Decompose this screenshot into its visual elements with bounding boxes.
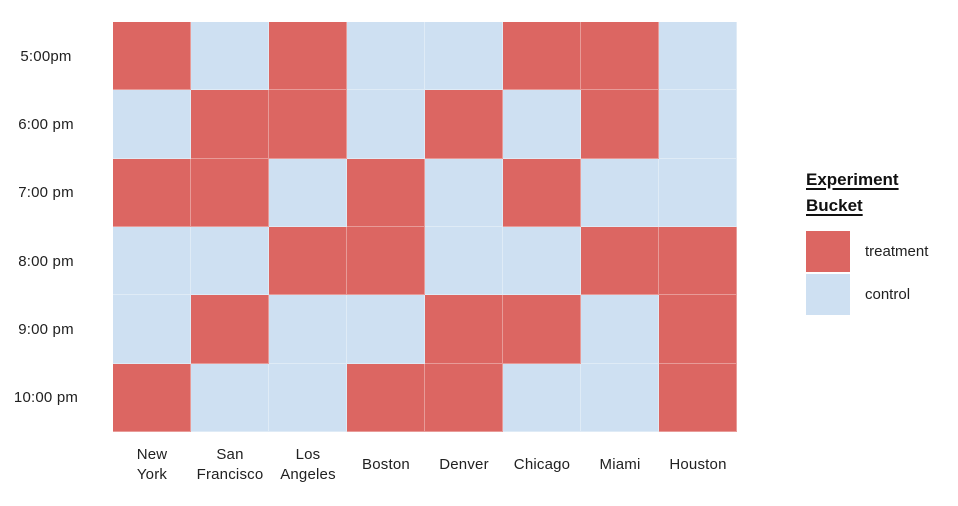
heatmap-cell	[425, 295, 503, 364]
heatmap-cell	[191, 90, 269, 159]
x-axis: New York San Francisco Los Angeles Boston De…	[113, 441, 737, 489]
heatmap-cell	[191, 158, 269, 227]
heatmap-cell	[347, 227, 425, 296]
heatmap-cell	[191, 227, 269, 296]
x-axis-label: Los Angeles	[280, 446, 336, 483]
heatmap-cell	[347, 295, 425, 364]
y-axis-label: 7:00 pm	[18, 184, 74, 202]
heatmap-cell	[113, 363, 191, 432]
heatmap-cell	[425, 158, 503, 227]
heatmap-cell	[503, 227, 581, 296]
heatmap-cell	[347, 90, 425, 159]
y-axis-label: 5:00pm	[20, 47, 72, 65]
heatmap-cell	[113, 22, 191, 91]
heatmap-cell	[191, 363, 269, 432]
y-axis-label: 8:00 pm	[18, 252, 74, 270]
heatmap-cell	[269, 363, 347, 432]
heatmap-cell	[425, 227, 503, 296]
heatmap-cell	[659, 158, 737, 227]
heatmap-cell	[113, 227, 191, 296]
y-axis: 5:00pm 6:00 pm 7:00 pm 8:00 pm 9:00 pm 10:00 …	[0, 22, 92, 432]
heatmap-cell	[113, 90, 191, 159]
heatmap-cell	[191, 295, 269, 364]
heatmap-cell	[425, 363, 503, 432]
heatmap-cell	[581, 158, 659, 227]
heatmap-cell	[269, 90, 347, 159]
heatmap-cell	[347, 363, 425, 432]
legend-swatch-treatment	[806, 230, 850, 272]
legend-swatch-control	[806, 273, 850, 315]
heatmap-cell	[269, 295, 347, 364]
heatmap-cell	[113, 158, 191, 227]
heatmap-cell	[347, 22, 425, 91]
legend-title: Experiment Bucket	[806, 170, 899, 216]
heatmap-cell	[581, 363, 659, 432]
heatmap-cell	[581, 227, 659, 296]
x-axis-label: San Francisco	[196, 446, 264, 483]
heatmap-cell	[659, 295, 737, 364]
legend: Experiment Bucket treatment control	[806, 167, 956, 317]
x-axis-label: New York	[136, 446, 168, 483]
heatmap-cell	[191, 22, 269, 91]
heatmap-grid	[113, 22, 737, 432]
legend-item-label: control	[865, 285, 911, 303]
y-axis-label: 6:00 pm	[18, 115, 74, 133]
x-axis-label: Miami	[599, 456, 641, 474]
heatmap-cell	[659, 90, 737, 159]
heatmap-cell	[347, 158, 425, 227]
heatmap-cell	[581, 295, 659, 364]
legend-item: treatment	[806, 230, 956, 272]
heatmap-cell	[581, 22, 659, 91]
heatmap-cell	[503, 22, 581, 91]
heatmap-cell	[425, 90, 503, 159]
heatmap-cell	[269, 158, 347, 227]
x-axis-label: Chicago	[513, 456, 571, 474]
x-axis-label: Denver	[439, 456, 489, 474]
legend-item-label: treatment	[865, 242, 929, 260]
x-axis-label: Houston	[669, 456, 727, 474]
heatmap-cell	[269, 227, 347, 296]
heatmap-cell	[659, 227, 737, 296]
heatmap-cell	[425, 22, 503, 91]
x-axis-label: Boston	[362, 456, 410, 474]
heatmap-cell	[503, 158, 581, 227]
y-axis-label: 9:00 pm	[18, 320, 74, 338]
heatmap-cell	[659, 363, 737, 432]
legend-item: control	[806, 273, 956, 315]
heatmap-cell	[269, 22, 347, 91]
y-axis-label: 10:00 pm	[13, 389, 79, 407]
heatmap-cell	[503, 363, 581, 432]
legend-items: treatment control	[806, 230, 956, 315]
heatmap-cell	[659, 22, 737, 91]
heatmap-cell	[113, 295, 191, 364]
heatmap-cell	[503, 90, 581, 159]
heatmap-cell	[503, 295, 581, 364]
heatmap-cell	[581, 90, 659, 159]
